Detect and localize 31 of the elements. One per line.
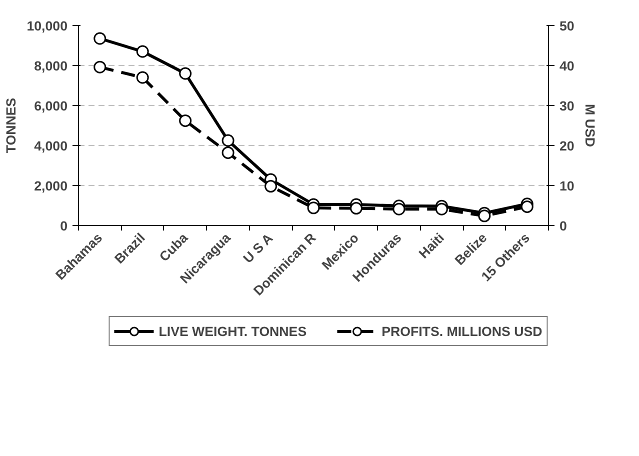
point [94, 32, 106, 45]
y2-tick-label: 10 [560, 178, 574, 194]
point [222, 134, 234, 147]
legend-label: LIVE WEIGHT. TONNES [158, 324, 307, 338]
point [179, 67, 192, 80]
y-tick-label: 6,000 [34, 98, 68, 114]
point [307, 202, 320, 214]
legend-label: PROFITS. MILLIONS USD [382, 324, 542, 338]
point [222, 146, 234, 159]
point [435, 202, 448, 216]
y2-tick-label: 30 [560, 98, 574, 114]
point [179, 114, 192, 127]
point [264, 180, 278, 193]
point [136, 45, 149, 58]
point [478, 210, 491, 222]
point [392, 202, 406, 216]
y-axis-title: TONNES [4, 98, 19, 154]
y2-tick-label: 0 [560, 218, 567, 234]
point [136, 71, 149, 84]
y-tick-label: 10,000 [26, 18, 68, 34]
y2-tick-label: 50 [560, 18, 574, 34]
point [350, 202, 362, 215]
y-tick-label: 4,000 [34, 138, 68, 154]
point [520, 200, 534, 213]
y2-tick-label: 40 [560, 58, 574, 74]
y-tick-label: 8,000 [34, 58, 68, 74]
y-tick-label: 2,000 [34, 178, 68, 194]
y2-axis-title: M USD [582, 104, 598, 148]
y-tick-label: 0 [60, 218, 68, 234]
point [94, 60, 106, 74]
y2-tick-label: 20 [560, 138, 574, 154]
